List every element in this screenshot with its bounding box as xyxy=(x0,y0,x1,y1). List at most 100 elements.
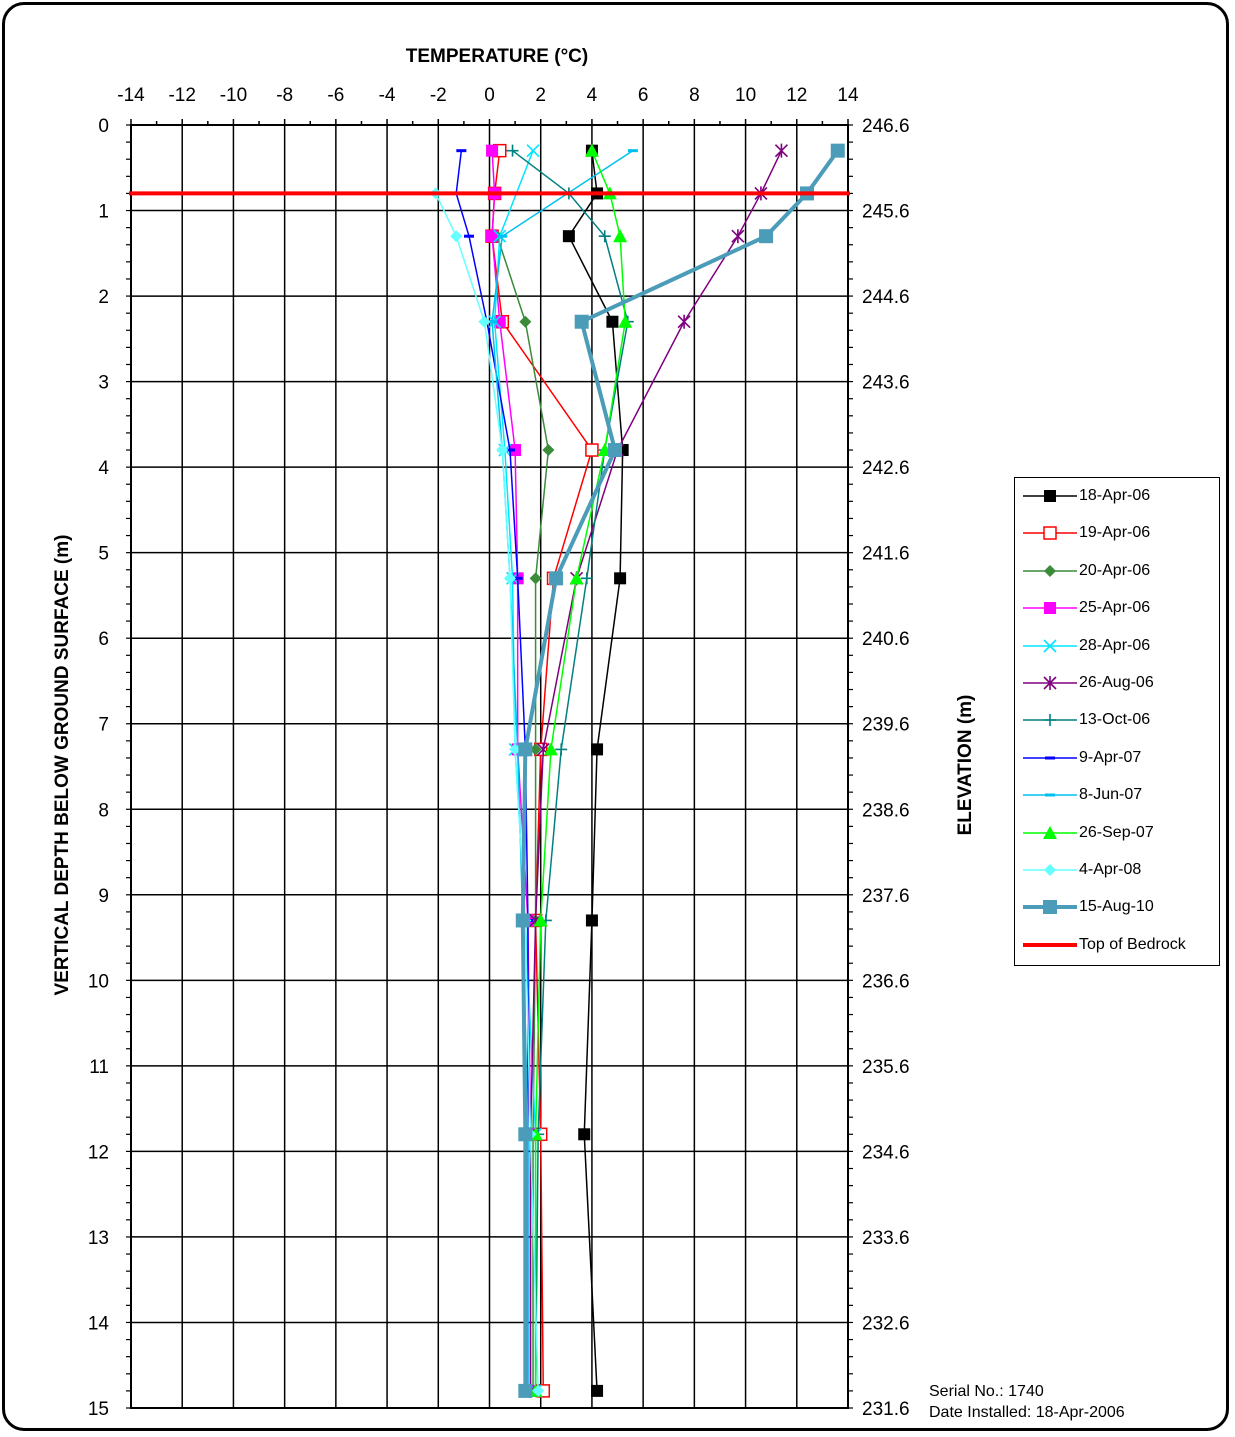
data-point xyxy=(503,572,516,585)
series-line xyxy=(491,150,532,1391)
series-line xyxy=(568,150,624,1391)
y2-tick-label: 238.6 xyxy=(862,800,910,821)
data-point xyxy=(598,230,611,243)
data-point xyxy=(496,444,509,457)
data-point xyxy=(515,913,530,928)
y-tick-label: 15 xyxy=(88,1399,109,1420)
data-point xyxy=(1043,676,1057,690)
data-point xyxy=(569,571,584,585)
x-tick-label: -6 xyxy=(327,85,344,106)
legend-swatch xyxy=(1023,793,1077,797)
legend-label: 26-Sep-07 xyxy=(1079,823,1154,841)
y2-tick-label: 242.6 xyxy=(862,458,910,479)
data-point xyxy=(518,742,533,757)
legend-label: 19-Apr-06 xyxy=(1079,524,1151,542)
data-point xyxy=(526,144,540,158)
data-point xyxy=(1044,714,1056,727)
x-tick-label: 10 xyxy=(735,85,756,106)
series-line xyxy=(520,149,840,1391)
x-tick-label: 12 xyxy=(786,85,807,106)
x-tick-label: 0 xyxy=(484,85,495,106)
data-point xyxy=(1043,639,1057,653)
data-point xyxy=(830,143,845,158)
data-point xyxy=(607,443,622,458)
legend-item: 26-Sep-07 xyxy=(1015,815,1221,852)
x-tick-label: 6 xyxy=(638,85,649,106)
y-axis-title: VERTICAL DEPTH BELOW GROUND SURFACE (m) xyxy=(52,535,73,996)
date-installed: Date Installed: 18-Apr-2006 xyxy=(929,1404,1125,1421)
legend-swatch xyxy=(1023,714,1077,727)
y-tick-label: 2 xyxy=(98,287,109,308)
x-tick-label: 14 xyxy=(837,85,859,106)
legend-label: 28-Apr-06 xyxy=(1079,636,1151,654)
legend-label: 20-Apr-06 xyxy=(1079,561,1151,579)
legend-label: 25-Apr-06 xyxy=(1079,599,1151,617)
legend-swatch xyxy=(1023,639,1077,653)
y2-tick-label: 232.6 xyxy=(862,1313,910,1334)
series-15-Aug-10 xyxy=(515,143,845,1398)
data-point xyxy=(774,143,788,158)
data-point xyxy=(1044,864,1056,876)
x-tick-label: 8 xyxy=(689,85,700,106)
series-line xyxy=(512,150,629,1391)
data-point xyxy=(532,1384,545,1397)
data-point xyxy=(1044,490,1056,502)
legend-swatch xyxy=(1023,490,1077,502)
data-point xyxy=(543,742,558,756)
installation-info: Serial No.: 1740 Date Installed: 18-Apr-… xyxy=(929,1381,1125,1423)
legend-swatch xyxy=(1023,676,1077,690)
legend-item: 25-Apr-06 xyxy=(1015,590,1221,627)
legend-item: 26-Aug-06 xyxy=(1015,665,1221,702)
y2-tick-label: 233.6 xyxy=(862,1228,910,1249)
legend-item: 15-Aug-10 xyxy=(1015,889,1221,926)
x-tick-label: -8 xyxy=(276,85,293,106)
data-point xyxy=(580,572,593,585)
y-tick-label: 1 xyxy=(98,202,109,223)
y2-axis-title: ELEVATION (m) xyxy=(955,695,976,836)
data-point xyxy=(478,315,491,328)
y2-tick-label: 243.6 xyxy=(862,373,910,394)
x-tick-label: 4 xyxy=(587,85,598,106)
series-8-Jun-07 xyxy=(487,149,638,1393)
legend-label: 13-Oct-06 xyxy=(1079,711,1151,729)
series-line xyxy=(529,150,783,1391)
data-point xyxy=(591,1384,604,1397)
legend-swatch xyxy=(1023,564,1077,577)
serial-number: Serial No.: 1740 xyxy=(929,1383,1044,1400)
legend-item: 4-Apr-08 xyxy=(1015,852,1221,889)
data-point xyxy=(509,743,522,756)
data-point xyxy=(731,229,745,244)
data-point xyxy=(614,572,627,585)
data-point xyxy=(506,144,519,157)
x-tick-label: -14 xyxy=(117,85,145,106)
data-point xyxy=(585,914,598,927)
data-point xyxy=(606,315,619,328)
y-tick-label: 0 xyxy=(98,116,109,137)
legend-swatch xyxy=(1023,602,1077,615)
data-point xyxy=(613,229,628,243)
data-point xyxy=(486,230,499,243)
legend-item: 20-Apr-06 xyxy=(1015,553,1221,590)
data-point xyxy=(591,743,604,756)
series-line xyxy=(455,150,529,1391)
y-tick-label: 3 xyxy=(98,373,109,394)
data-point xyxy=(518,1383,533,1398)
legend-label: 18-Apr-06 xyxy=(1079,487,1151,504)
legend-item: 28-Apr-06 xyxy=(1015,628,1221,665)
legend-item: 19-Apr-06 xyxy=(1015,515,1221,552)
legend-label: Top of Bedrock xyxy=(1079,935,1186,953)
data-point xyxy=(759,229,774,244)
y-tick-label: 8 xyxy=(98,800,109,821)
y2-tick-label: 234.6 xyxy=(862,1142,910,1163)
y-tick-label: 14 xyxy=(88,1313,110,1334)
legend-item: 8-Jun-07 xyxy=(1015,777,1221,814)
data-point xyxy=(562,230,575,243)
legend-item: 13-Oct-06 xyxy=(1015,702,1221,739)
data-point xyxy=(585,443,599,457)
y2-tick-label: 236.6 xyxy=(862,971,910,992)
legend-swatch xyxy=(1023,825,1077,839)
legend-swatch xyxy=(1023,942,1077,947)
y-tick-label: 6 xyxy=(98,629,109,650)
